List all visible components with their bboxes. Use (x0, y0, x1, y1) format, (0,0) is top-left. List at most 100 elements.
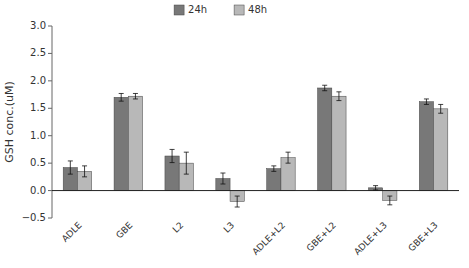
y-tick (48, 26, 52, 27)
error-bar (286, 152, 291, 163)
error-stem (324, 85, 325, 90)
error-stem (338, 92, 339, 101)
error-bar (373, 186, 378, 190)
error-cap (235, 196, 240, 197)
bar (114, 97, 128, 190)
error-cap (133, 93, 138, 94)
error-bar (322, 85, 327, 90)
bar (267, 169, 281, 191)
y-tick-label: 0.0 (30, 185, 46, 196)
error-stem (273, 166, 274, 171)
error-bar (184, 152, 189, 174)
error-stem (70, 161, 71, 174)
legend-label: 48h (248, 4, 267, 15)
error-cap (68, 174, 73, 175)
error-stem (84, 166, 85, 177)
error-cap (235, 207, 240, 208)
y-tick-label: −0.5 (22, 212, 46, 223)
error-cap (286, 152, 291, 153)
error-cap (424, 98, 429, 99)
error-cap (336, 100, 341, 101)
x-tick-label: ADLE+L3 (352, 220, 389, 257)
y-tick (48, 53, 52, 54)
error-cap (184, 152, 189, 153)
y-tick-label: 1.0 (30, 130, 46, 141)
error-cap (133, 98, 138, 99)
error-bar (133, 93, 138, 98)
error-cap (170, 149, 175, 150)
y-tick (48, 218, 52, 219)
y-axis-line (52, 26, 53, 218)
error-bar (235, 196, 240, 207)
error-bar (119, 93, 124, 101)
error-stem (121, 93, 122, 101)
error-cap (373, 185, 378, 186)
error-cap (424, 104, 429, 105)
y-tick-label: 2.0 (30, 75, 46, 86)
error-stem (375, 186, 376, 190)
x-tick-label: GBE+L3 (406, 220, 439, 253)
error-cap (271, 171, 276, 172)
error-stem (135, 93, 136, 98)
error-stem (389, 196, 390, 205)
error-bar (336, 92, 341, 101)
y-tick-label: 0.5 (30, 157, 46, 168)
y-tick-label: 2.5 (30, 47, 46, 58)
error-bar (170, 149, 175, 162)
error-cap (438, 113, 443, 114)
bars (52, 85, 459, 207)
x-tick-label: ADLE (60, 220, 84, 244)
y-tick (48, 80, 52, 81)
error-stem (172, 149, 173, 162)
error-stem (288, 152, 289, 163)
legend-swatch (234, 5, 244, 15)
error-stem (186, 152, 187, 174)
y-tick (48, 108, 52, 109)
error-bar (387, 196, 392, 205)
error-cap (438, 104, 443, 105)
error-cap (220, 183, 225, 184)
error-cap (373, 190, 378, 191)
error-stem (222, 173, 223, 184)
error-stem (426, 99, 427, 104)
bar (318, 88, 332, 191)
y-tick (48, 190, 52, 191)
x-tick-label: L3 (222, 220, 237, 235)
error-bar (68, 161, 73, 174)
x-tick-label: L2 (171, 220, 186, 235)
error-cap (82, 165, 87, 166)
error-cap (387, 204, 392, 205)
bar (434, 109, 448, 191)
error-stem (440, 104, 441, 113)
error-cap (387, 196, 392, 197)
bar (332, 96, 346, 190)
y-tick-label: 3.0 (30, 20, 46, 31)
error-cap (322, 90, 327, 91)
x-tick-label: GBE (114, 220, 135, 241)
y-tick-label: 1.5 (30, 102, 46, 113)
bar (419, 102, 433, 191)
error-cap (286, 163, 291, 164)
error-cap (220, 173, 225, 174)
legend: 24h 48h (174, 4, 267, 15)
error-cap (119, 101, 124, 102)
error-cap (322, 85, 327, 86)
error-cap (82, 176, 87, 177)
bar (128, 96, 142, 190)
error-bar (220, 173, 225, 184)
legend-label: 24h (188, 4, 207, 15)
x-tick-label: ADLE+L2 (250, 220, 287, 257)
error-bar (271, 166, 276, 171)
chart: −0.50.00.51.01.52.02.53.0GSH conc.(uM)AD… (0, 0, 469, 268)
error-cap (170, 162, 175, 163)
error-cap (271, 165, 276, 166)
error-cap (336, 91, 341, 92)
error-bar (82, 166, 87, 177)
error-cap (68, 160, 73, 161)
error-cap (184, 174, 189, 175)
x-tick-label: GBE+L2 (305, 220, 338, 253)
legend-swatch (174, 5, 184, 15)
y-tick (48, 163, 52, 164)
error-bar (424, 99, 429, 104)
error-stem (237, 196, 238, 207)
